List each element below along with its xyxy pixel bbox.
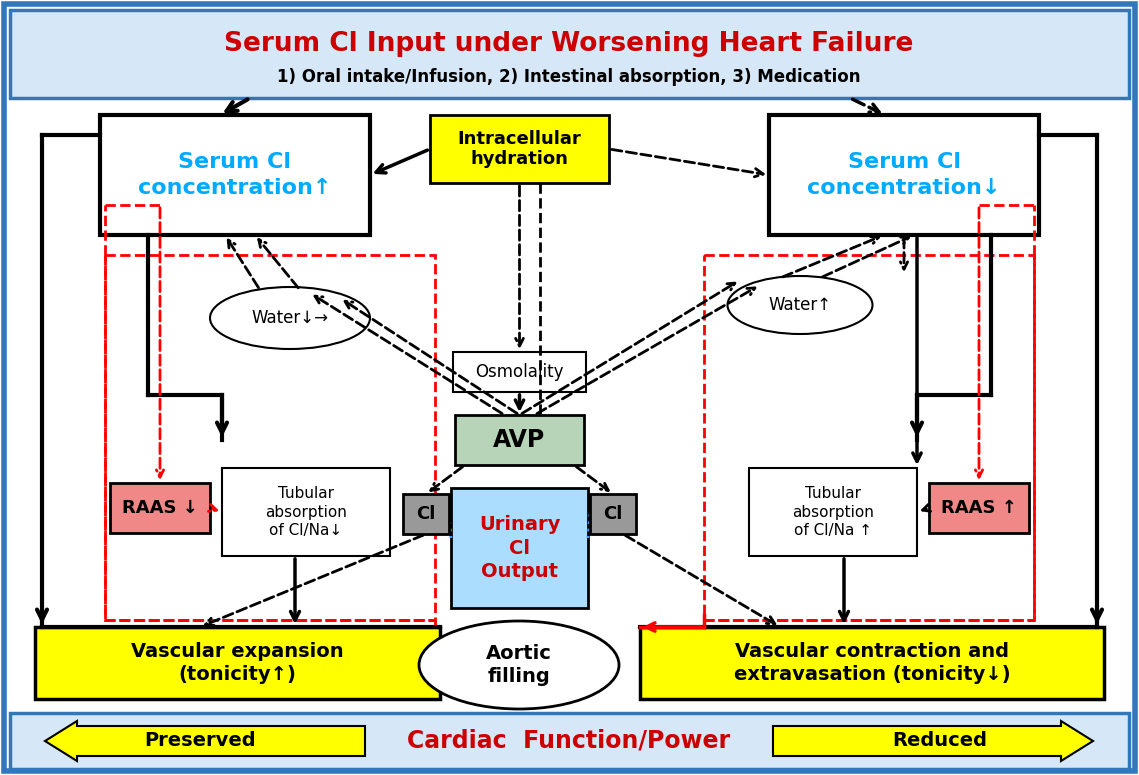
Text: Vascular expansion
(tonicity↑): Vascular expansion (tonicity↑): [131, 642, 344, 684]
FancyBboxPatch shape: [749, 468, 917, 556]
FancyBboxPatch shape: [454, 415, 584, 465]
Text: Water↑: Water↑: [769, 296, 831, 314]
Text: Serum Cl
concentration↓: Serum Cl concentration↓: [808, 152, 1001, 198]
FancyBboxPatch shape: [222, 468, 390, 556]
Text: Reduced: Reduced: [893, 732, 988, 750]
FancyBboxPatch shape: [453, 352, 585, 392]
Text: Intracellular
hydration: Intracellular hydration: [458, 129, 581, 168]
Text: Cl: Cl: [417, 505, 436, 523]
FancyArrow shape: [773, 721, 1093, 761]
Text: Serum Cl Input under Worsening Heart Failure: Serum Cl Input under Worsening Heart Fai…: [224, 31, 913, 57]
FancyArrow shape: [46, 721, 364, 761]
Text: Tubular
absorption
of Cl/Na ↑: Tubular absorption of Cl/Na ↑: [792, 486, 874, 538]
Ellipse shape: [728, 276, 872, 334]
Text: Tubular
absorption
of Cl/Na↓: Tubular absorption of Cl/Na↓: [265, 486, 347, 538]
FancyBboxPatch shape: [10, 713, 1129, 769]
FancyBboxPatch shape: [110, 483, 210, 533]
FancyBboxPatch shape: [10, 10, 1129, 98]
FancyBboxPatch shape: [431, 115, 609, 183]
Text: Vascular contraction and
extravasation (tonicity↓): Vascular contraction and extravasation (…: [734, 642, 1010, 684]
Text: Cl: Cl: [604, 505, 623, 523]
Text: AVP: AVP: [493, 428, 546, 452]
Text: Preserved: Preserved: [145, 732, 256, 750]
FancyBboxPatch shape: [403, 494, 449, 534]
Text: Urinary
Cl
Output: Urinary Cl Output: [478, 515, 560, 581]
Ellipse shape: [210, 287, 370, 349]
Text: Serum Cl
concentration↑: Serum Cl concentration↑: [138, 152, 331, 198]
Text: Cardiac  Function/Power: Cardiac Function/Power: [408, 729, 730, 753]
Ellipse shape: [419, 621, 618, 709]
FancyBboxPatch shape: [640, 627, 1104, 699]
FancyBboxPatch shape: [451, 488, 588, 608]
Text: Water↓→: Water↓→: [252, 309, 328, 327]
FancyBboxPatch shape: [100, 115, 370, 235]
Text: RAAS ↓: RAAS ↓: [122, 499, 198, 517]
Text: Osmolality: Osmolality: [475, 363, 564, 381]
FancyBboxPatch shape: [590, 494, 636, 534]
FancyBboxPatch shape: [929, 483, 1029, 533]
FancyBboxPatch shape: [769, 115, 1039, 235]
FancyBboxPatch shape: [35, 627, 440, 699]
Text: 1) Oral intake/Infusion, 2) Intestinal absorption, 3) Medication: 1) Oral intake/Infusion, 2) Intestinal a…: [277, 68, 861, 86]
Text: Aortic
filling: Aortic filling: [486, 644, 552, 686]
Text: RAAS ↑: RAAS ↑: [941, 499, 1017, 517]
